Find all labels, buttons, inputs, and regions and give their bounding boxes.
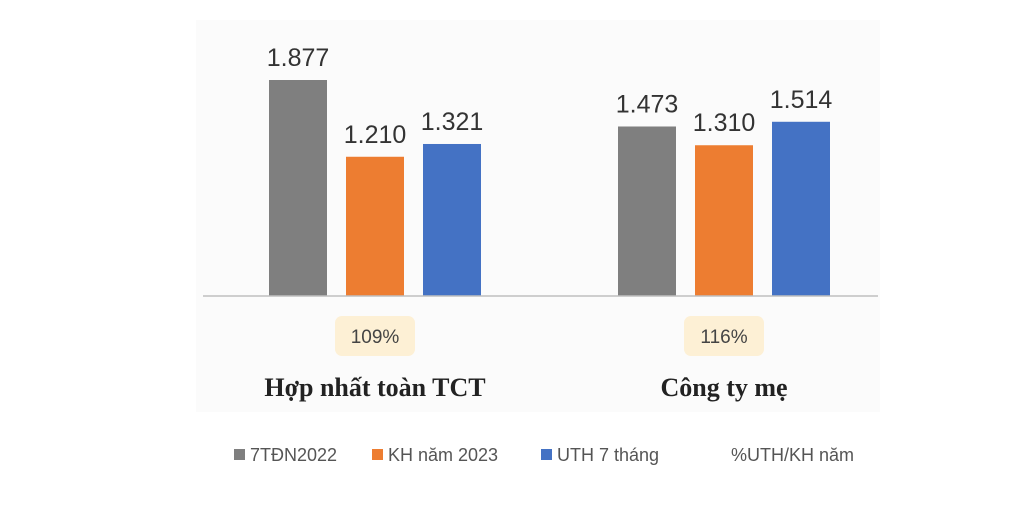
data-label-3-2: 1.514	[770, 86, 833, 114]
bar-2-1	[346, 156, 404, 296]
ratio-label-1: 109%	[351, 327, 400, 348]
legend-label-4: %UTH/KH năm	[731, 445, 854, 465]
data-label-1-1: 1.877	[267, 44, 330, 72]
ratio-badge-1	[335, 316, 415, 356]
data-label-1-2: 1.473	[616, 90, 679, 118]
legend-label-2: KH năm 2023	[388, 445, 498, 465]
legend-label-1: 7TĐN2022	[250, 445, 337, 465]
ratio-label-2: 116%	[700, 327, 747, 348]
legend-label-3: UTH 7 tháng	[557, 445, 659, 465]
category-label-1: Hợp nhất toàn TCT	[264, 373, 485, 402]
bar-1-2	[618, 126, 676, 296]
legend-swatch-3	[541, 449, 552, 460]
data-label-2-2: 1.310	[693, 109, 756, 137]
category-label-2: Công ty mẹ	[660, 373, 787, 402]
data-label-3-1: 1.321	[421, 108, 484, 136]
data-label-2-1: 1.210	[344, 121, 407, 149]
legend-swatch-2	[372, 449, 383, 460]
bar-1-1	[269, 80, 327, 296]
ratio-badge-2	[684, 316, 764, 356]
bar-2-2	[695, 145, 753, 296]
bar-3-2	[772, 121, 830, 296]
bar-3-1	[423, 143, 481, 296]
legend-swatch-1	[234, 449, 245, 460]
